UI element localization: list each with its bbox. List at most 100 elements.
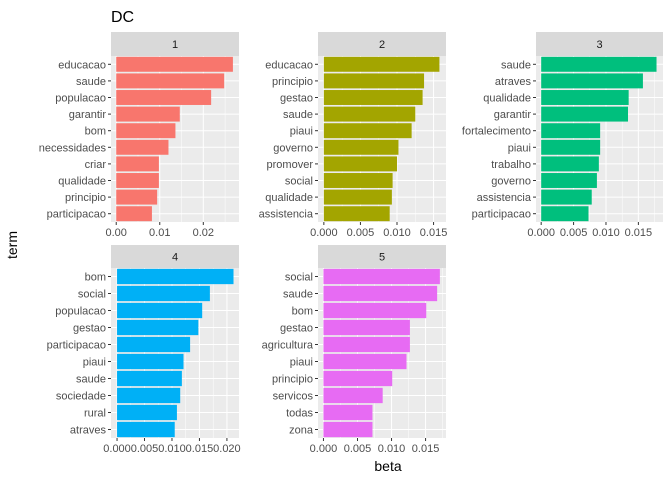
y-tick-label: principio bbox=[272, 374, 313, 386]
bar-bom bbox=[116, 123, 176, 139]
x-tick-label: 0.010 bbox=[378, 443, 406, 455]
bar-servicos bbox=[323, 387, 383, 404]
bar-participacao bbox=[116, 206, 152, 222]
bar-gestao bbox=[323, 319, 410, 336]
x-tick-label: 0.010 bbox=[383, 227, 411, 239]
panel-4: 4 0.000 0.005 0.010 0.015 0.020 bom social popul… bbox=[47, 245, 241, 455]
y-tick-label: piaui bbox=[290, 126, 313, 138]
y-tick-label: saude bbox=[283, 109, 313, 121]
bar-principio bbox=[116, 189, 158, 205]
y-tick-label: governo bbox=[273, 142, 313, 154]
bar-bom bbox=[117, 268, 234, 285]
bar-saude bbox=[541, 56, 657, 72]
bar-rural bbox=[117, 404, 177, 421]
x-tick-label: 0.005 bbox=[560, 227, 588, 239]
bar-qualidade bbox=[541, 90, 629, 105]
bar-fortalecimento bbox=[541, 123, 601, 139]
y-tick-label: social bbox=[285, 176, 313, 188]
bar-atraves bbox=[541, 73, 643, 89]
y-tick-label: necessidades bbox=[39, 142, 107, 154]
y-tick-label: qualidade bbox=[265, 192, 313, 204]
x-tick-label: 0.000 bbox=[527, 227, 555, 239]
y-tick-label: saude bbox=[76, 76, 106, 88]
x-tick-label: 0.005 bbox=[131, 443, 159, 455]
bar-educacao bbox=[116, 56, 233, 72]
y-tick-label: bom bbox=[85, 272, 106, 284]
y-tick-label: qualidade bbox=[58, 176, 106, 188]
bar-principio bbox=[323, 370, 393, 387]
y-tick-label: atraves bbox=[70, 425, 107, 437]
x-tick-label: 0.015 bbox=[420, 227, 448, 239]
facet-strip-label: 4 bbox=[172, 252, 178, 264]
bar-saude bbox=[323, 285, 438, 302]
y-tick-label: sociedade bbox=[56, 391, 106, 403]
bar-atraves bbox=[117, 421, 175, 438]
bar-governo bbox=[323, 139, 399, 155]
y-tick-label: fortalecimento bbox=[462, 126, 531, 138]
bar-principio bbox=[323, 73, 425, 89]
y-tick-label: governo bbox=[491, 176, 531, 188]
bar-saude bbox=[117, 370, 182, 387]
bar-bom bbox=[323, 302, 427, 319]
chart-title: DC bbox=[111, 9, 134, 26]
bar-piaui bbox=[323, 123, 412, 139]
y-tick-label: gestao bbox=[280, 323, 313, 335]
bar-populacao bbox=[117, 302, 203, 319]
y-tick-label: participacao bbox=[47, 340, 106, 352]
bar-assistencia bbox=[541, 189, 592, 205]
bar-sociedade bbox=[117, 387, 181, 404]
panel-2: 2 0.000 0.005 0.010 0.015 educacao principio ge… bbox=[259, 32, 448, 239]
facet-strip bbox=[111, 32, 239, 56]
bar-piaui bbox=[541, 139, 601, 155]
facet-strip-label: 1 bbox=[172, 39, 178, 51]
y-tick-label: promover bbox=[267, 159, 314, 171]
panel-5: 5 0.000 0.005 0.010 0.015 social saude bom gesta… bbox=[262, 245, 446, 455]
bar-necessidades bbox=[116, 139, 169, 155]
facet-strip-label: 5 bbox=[379, 252, 385, 264]
bar-educacao bbox=[323, 56, 440, 72]
x-tick-label: 0.015 bbox=[186, 443, 214, 455]
y-tick-label: bom bbox=[85, 126, 106, 138]
bar-participacao bbox=[541, 206, 589, 222]
panel-1: 1 0.00 0.01 0.02 educacao saude populacao garan… bbox=[39, 32, 239, 239]
y-tick-label: garantir bbox=[69, 109, 107, 121]
x-tick-label: 0.000 bbox=[310, 443, 338, 455]
bar-qualidade bbox=[116, 173, 159, 188]
bar-assistencia bbox=[323, 206, 390, 222]
y-tick-label: principio bbox=[272, 76, 313, 88]
y-tick-label: saude bbox=[76, 374, 106, 386]
y-tick-label: assistencia bbox=[259, 209, 314, 221]
y-tick-label: criar bbox=[85, 159, 107, 171]
y-tick-label: piaui bbox=[290, 357, 313, 369]
x-tick-label: 0.015 bbox=[625, 227, 653, 239]
y-tick-label: educacao bbox=[58, 59, 106, 71]
y-tick-label: zona bbox=[289, 425, 314, 437]
y-tick-label: qualidade bbox=[483, 93, 531, 105]
y-tick-label: social bbox=[285, 272, 313, 284]
bar-agricultura bbox=[323, 336, 410, 353]
y-tick-label: gestao bbox=[280, 93, 313, 105]
facet-strip-label: 3 bbox=[596, 39, 602, 51]
bar-social bbox=[117, 285, 210, 302]
bar-garantir bbox=[116, 106, 180, 122]
x-tick-label: 0.000 bbox=[103, 443, 131, 455]
y-tick-label: garantir bbox=[494, 109, 532, 121]
y-tick-label: agricultura bbox=[262, 340, 314, 352]
y-tick-label: piaui bbox=[83, 357, 106, 369]
y-tick-label: saude bbox=[283, 289, 313, 301]
y-tick-label: piaui bbox=[508, 142, 531, 154]
bar-participacao bbox=[117, 336, 191, 353]
x-tick-label: 0.00 bbox=[106, 227, 127, 239]
x-tick-label: 0.01 bbox=[149, 227, 170, 239]
bar-saude bbox=[323, 106, 416, 122]
y-tick-label: populacao bbox=[55, 306, 106, 318]
panels: 1 0.00 0.01 0.02 educacao saude populacao garan… bbox=[39, 32, 663, 455]
facet-strip bbox=[536, 32, 663, 56]
bar-todas bbox=[323, 404, 373, 421]
y-tick-label: educacao bbox=[265, 59, 313, 71]
facet-strip bbox=[318, 245, 446, 268]
bar-criar bbox=[116, 156, 159, 172]
y-tick-label: rural bbox=[84, 408, 106, 420]
